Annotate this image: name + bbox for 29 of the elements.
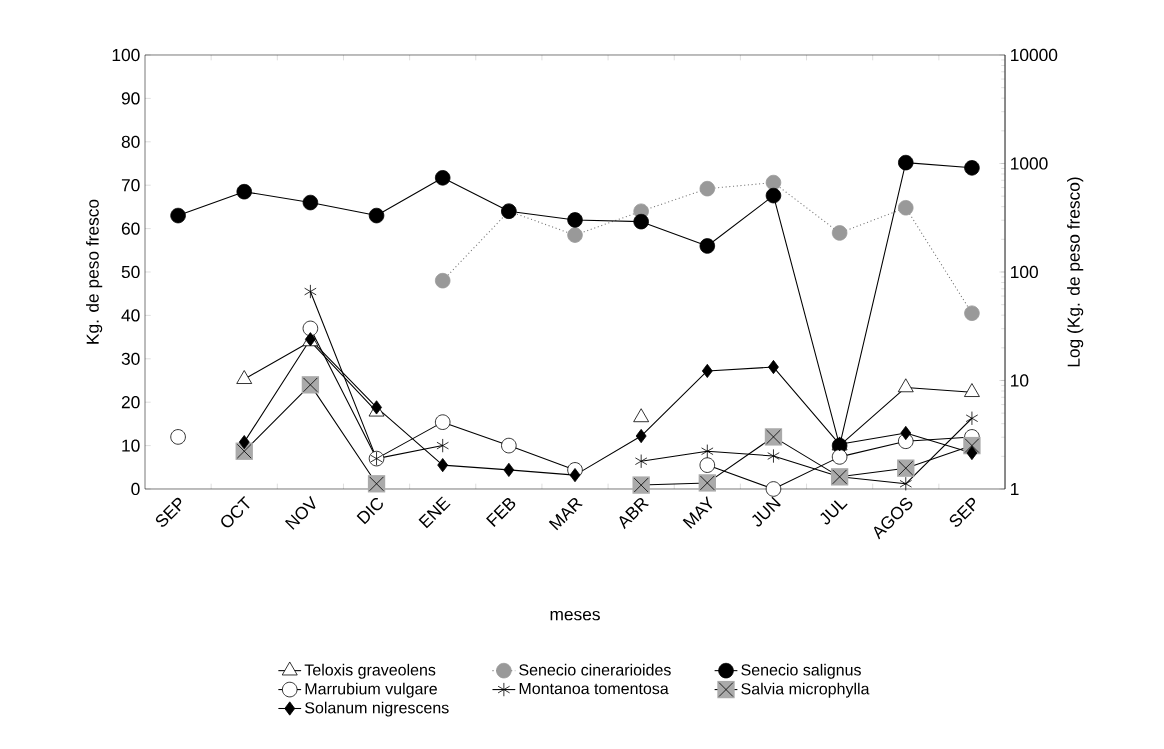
y-tick-label: 10 [122,439,140,452]
x-axis-title: meses [550,610,600,621]
x-tick-label: FEB [486,498,516,527]
legend-label: Senecio cinerarioides [519,663,671,676]
y2-tick-label: 10000 [1011,48,1058,62]
y-tick-label: 70 [121,179,140,192]
legend-label: Marrubium vulgare [305,682,437,698]
y2-tick-label: 100 [1011,265,1038,279]
y-tick-label: 0 [131,482,140,496]
legend-label: Solanum nigrescens [305,701,449,717]
x-tick-label: JUL [820,500,848,525]
y2-tick-label: 10 [1011,374,1029,387]
y-tick-label: 90 [121,92,140,105]
y-tick-label: 50 [121,265,140,279]
y2-tick-label: 1 [1011,483,1019,495]
x-tick-label: DIC [356,497,383,525]
legend-label: Teloxis graveolens [304,663,436,679]
legend-label: Salvia microphylla [741,682,870,698]
y-tick-label: 100 [112,48,140,62]
y-tick-label: 30 [121,352,140,365]
legend-label: Montanoa tomentosa [519,683,669,695]
legend-label: Senecio salignus [741,663,861,679]
y2-tick-label: 1000 [1011,157,1048,170]
y-axis-title: Kg. de peso fresco [86,199,103,344]
y-tick-label: 60 [121,222,140,235]
y-tick-label: 80 [121,135,140,148]
y-tick-label: 40 [121,309,140,322]
y2-axis-title: Log (Kg. de peso fresco) [1067,177,1084,367]
y-tick-label: 20 [121,396,140,409]
